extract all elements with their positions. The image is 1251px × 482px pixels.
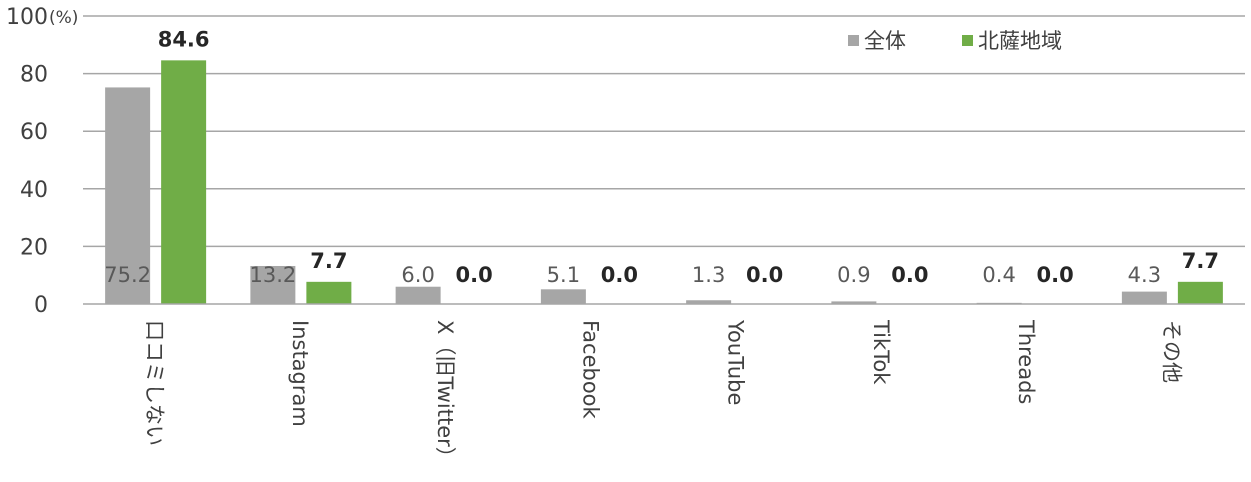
- data-label-hokusatsu: 0.0: [456, 263, 493, 287]
- legend-swatch: [848, 35, 859, 46]
- x-category-label: その他: [1159, 320, 1183, 383]
- x-category-label: Threads: [1014, 319, 1038, 404]
- data-label-all: 4.3: [1128, 263, 1161, 287]
- x-category-label: Instagram: [288, 320, 312, 427]
- data-label-hokusatsu: 84.6: [158, 27, 210, 51]
- data-label-all: 5.1: [547, 263, 580, 287]
- x-category-label: X（旧Twitter）: [433, 320, 457, 468]
- legend-swatch: [962, 35, 973, 46]
- y-axis: 0 20 40 60 80 100 (%): [6, 5, 78, 318]
- bar-hokusatsu: [1177, 281, 1223, 304]
- bar-all: [105, 87, 151, 304]
- bar-all: [540, 289, 586, 304]
- legend: 全体 北薩地域: [848, 29, 1062, 53]
- data-label-all: 0.9: [837, 263, 870, 287]
- bars: [105, 60, 1223, 304]
- data-label-all: 13.2: [249, 263, 296, 287]
- data-label-all: 1.3: [692, 263, 725, 287]
- bar-all: [831, 301, 877, 304]
- bar-all: [686, 300, 732, 304]
- x-category-label: YouTube: [724, 319, 748, 405]
- y-tick-label: 100: [6, 5, 48, 30]
- y-tick-label: 0: [34, 293, 48, 318]
- x-axis: 口コミしない Instagram X（旧Twitter） Facebook YouTub…: [83, 303, 1245, 468]
- y-tick-label: 60: [20, 120, 48, 145]
- data-label-hokusatsu: 0.0: [1037, 263, 1074, 287]
- x-category-label: 口コミしない: [143, 320, 167, 446]
- data-label-hokusatsu: 0.0: [601, 263, 638, 287]
- bar-all: [395, 286, 441, 304]
- y-tick-label: 20: [20, 235, 48, 260]
- data-label-hokusatsu: 7.7: [310, 249, 347, 273]
- data-labels: 75.2 84.6 13.2 7.7 6.0 0.0 5.1 0.0 1.3 0.0 0.9 0.0 0…: [104, 27, 1219, 287]
- legend-label: 北薩地域: [978, 29, 1062, 53]
- y-tick-label: 80: [20, 63, 48, 88]
- y-unit-label: (%): [49, 8, 78, 28]
- data-label-all: 75.2: [104, 263, 151, 287]
- bar-hokusatsu: [161, 60, 207, 304]
- data-label-hokusatsu: 7.7: [1182, 249, 1219, 273]
- y-tick-label: 40: [20, 178, 48, 203]
- x-category-label: TikTok: [869, 319, 893, 385]
- gridlines: [83, 15, 1245, 248]
- bar-all: [1121, 291, 1167, 304]
- x-category-label: Facebook: [578, 320, 602, 420]
- data-label-all: 0.4: [982, 263, 1015, 287]
- bar-all: [250, 265, 296, 304]
- legend-label: 全体: [864, 29, 906, 53]
- bar-hokusatsu: [306, 281, 352, 304]
- data-label-all: 6.0: [401, 263, 434, 287]
- data-label-hokusatsu: 0.0: [891, 263, 928, 287]
- data-label-hokusatsu: 0.0: [746, 263, 783, 287]
